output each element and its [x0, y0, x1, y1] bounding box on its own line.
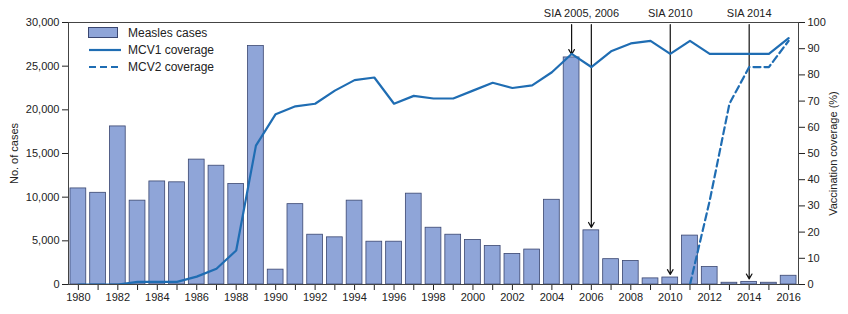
svg-text:No. of cases: No. of cases: [8, 122, 20, 184]
svg-text:20,000: 20,000: [26, 103, 60, 115]
svg-text:10: 10: [808, 252, 820, 264]
svg-text:0: 0: [808, 278, 814, 290]
svg-text:1996: 1996: [382, 291, 406, 303]
svg-text:Vaccination coverage (%): Vaccination coverage (%): [827, 91, 839, 216]
svg-text:2006: 2006: [579, 291, 603, 303]
svg-text:2004: 2004: [540, 291, 564, 303]
svg-text:2010: 2010: [658, 291, 682, 303]
svg-text:SIA 2005, 2006: SIA 2005, 2006: [544, 7, 619, 19]
svg-text:10,000: 10,000: [26, 191, 60, 203]
svg-text:15,000: 15,000: [26, 147, 60, 159]
svg-text:SIA 2010: SIA 2010: [648, 7, 693, 19]
svg-text:2016: 2016: [776, 291, 800, 303]
svg-text:1992: 1992: [303, 291, 327, 303]
svg-text:1982: 1982: [106, 291, 130, 303]
svg-text:25,000: 25,000: [26, 60, 60, 72]
svg-text:30,000: 30,000: [26, 16, 60, 28]
svg-text:30: 30: [808, 199, 820, 211]
svg-text:90: 90: [808, 42, 820, 54]
svg-text:0: 0: [53, 278, 59, 290]
svg-text:80: 80: [808, 68, 820, 80]
svg-text:1988: 1988: [224, 291, 248, 303]
svg-text:2014: 2014: [737, 291, 761, 303]
svg-text:SIA 2014: SIA 2014: [727, 7, 772, 19]
svg-text:1998: 1998: [421, 291, 445, 303]
svg-text:5,000: 5,000: [32, 234, 60, 246]
svg-text:70: 70: [808, 95, 820, 107]
svg-text:50: 50: [808, 147, 820, 159]
svg-text:2008: 2008: [619, 291, 643, 303]
svg-text:1986: 1986: [185, 291, 209, 303]
svg-text:20: 20: [808, 226, 820, 238]
html-text:Measles cases: Measles cases: [128, 25, 208, 40]
svg-text:60: 60: [808, 121, 820, 133]
html-text:MCV1 coverage: MCV1 coverage: [128, 42, 214, 57]
svg-text:2000: 2000: [461, 291, 485, 303]
html-text:MCV2 coverage: MCV2 coverage: [128, 59, 214, 74]
svg-text:1990: 1990: [263, 291, 287, 303]
svg-text:1984: 1984: [145, 291, 169, 303]
svg-text:100: 100: [808, 16, 826, 28]
svg-text:1994: 1994: [342, 291, 366, 303]
svg-text:2012: 2012: [697, 291, 721, 303]
svg-text:1980: 1980: [66, 291, 90, 303]
svg-text:2002: 2002: [500, 291, 524, 303]
svg-text:40: 40: [808, 173, 820, 185]
